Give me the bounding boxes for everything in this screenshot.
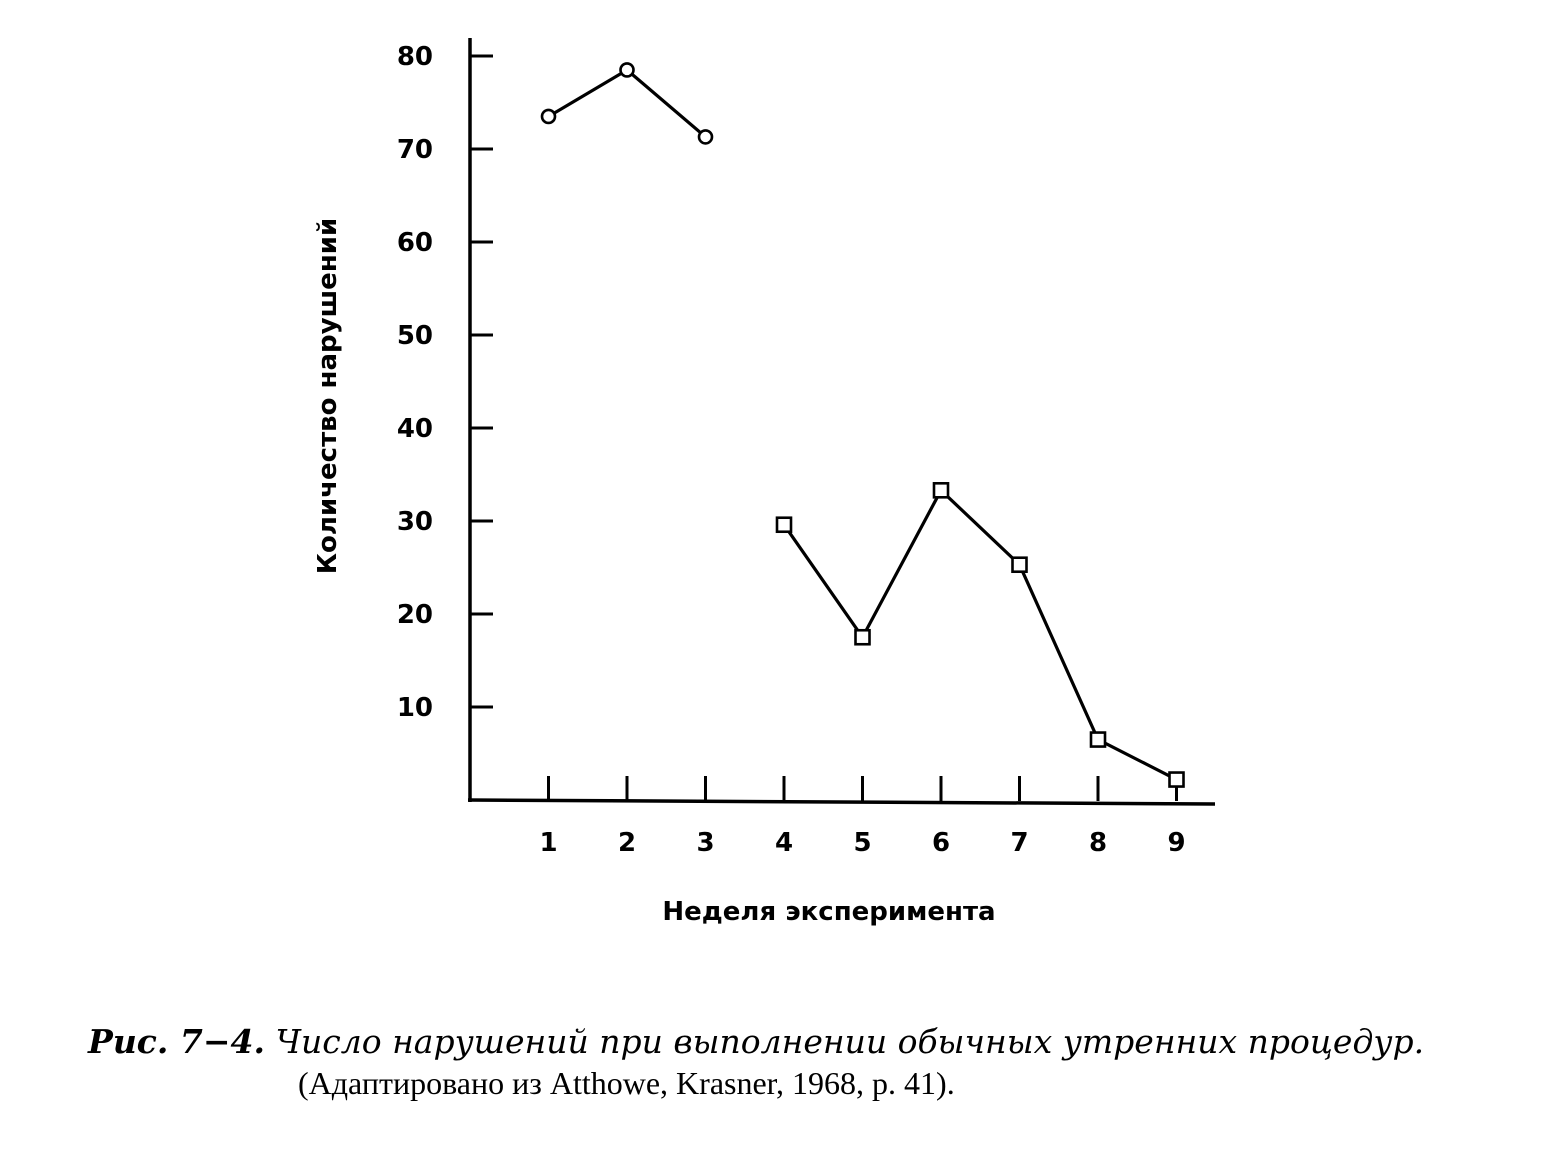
- y-tick-label: 30: [397, 507, 433, 537]
- y-tick-label: 20: [397, 600, 433, 630]
- caption-figure-number: Рис. 7−4.: [88, 1022, 265, 1061]
- y-tick-label: 80: [397, 42, 433, 72]
- x-tick-label: 6: [932, 828, 950, 858]
- x-tick-label: 3: [696, 828, 714, 858]
- axes: [467, 38, 1216, 806]
- x-tick-label: 9: [1167, 828, 1185, 858]
- series-2-point: [1089, 731, 1107, 748]
- series-2-point: [1011, 556, 1028, 574]
- y-tick-label: 10: [397, 693, 433, 723]
- x-tick-label: 5: [853, 828, 871, 858]
- y-axis-title: Количество нарушений: [313, 218, 343, 574]
- series-2-point: [1168, 771, 1185, 788]
- x-tick-label: 7: [1010, 828, 1028, 858]
- series-2-point: [854, 628, 871, 646]
- x-tick-label: 2: [618, 828, 636, 858]
- series-1-point: [619, 62, 635, 78]
- x-axis-title: Неделя эксперимента: [662, 897, 995, 927]
- series-1-point: [697, 129, 714, 145]
- x-axis-line: [467, 798, 1216, 806]
- caption-text: Число нарушений при выполнении обычных у…: [275, 1022, 1425, 1061]
- y-tick-label: 50: [397, 321, 433, 351]
- y-tick-label: 40: [397, 414, 433, 444]
- series-1-line: [547, 68, 707, 139]
- series-2-point: [932, 482, 950, 499]
- x-ticks: 1 2 3 4 5 6 7 8 9: [539, 776, 1186, 858]
- figure-caption: Рис. 7−4. Число нарушений при выполнении…: [88, 1022, 1508, 1102]
- y-tick-label: 70: [397, 135, 433, 165]
- caption-source: (Адаптировано из Atthowe, Krasner, 1968,…: [298, 1065, 955, 1101]
- series-2-line: [782, 488, 1178, 781]
- series-markers: [540, 62, 1185, 788]
- y-ticks: 10 20 30 40 50 60 70 80: [397, 42, 493, 723]
- series-lines: [547, 68, 1178, 781]
- x-tick-label: 1: [539, 828, 557, 858]
- x-tick-label: 4: [775, 828, 793, 858]
- y-tick-label: 60: [397, 228, 433, 258]
- x-tick-label: 8: [1089, 828, 1107, 858]
- series-2-point: [775, 516, 793, 534]
- series-1-point: [540, 108, 557, 125]
